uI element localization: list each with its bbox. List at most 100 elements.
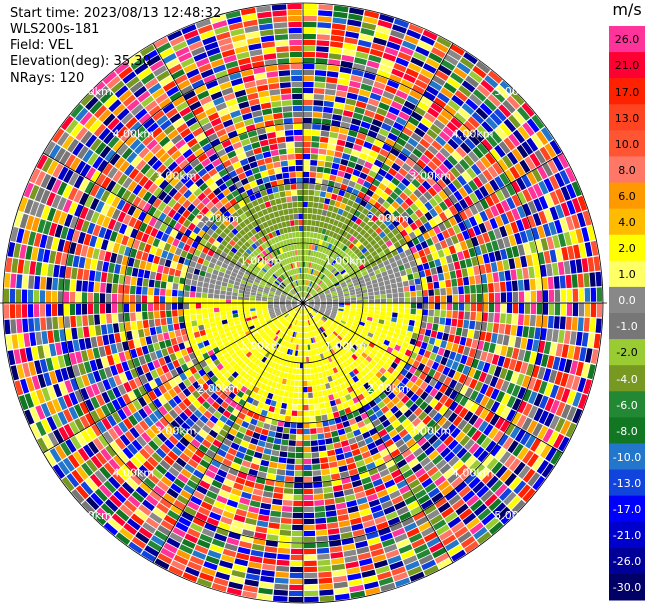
velocity-gate: [555, 204, 565, 219]
velocity-gate: [372, 243, 380, 250]
velocity-gate: [335, 315, 342, 320]
velocity-gate: [438, 222, 447, 232]
velocity-gate: [262, 310, 269, 314]
velocity-gate: [412, 84, 425, 95]
velocity-gate: [262, 558, 276, 565]
velocity-gate: [477, 173, 488, 185]
velocity-gate: [400, 201, 409, 211]
velocity-gate: [100, 190, 111, 203]
velocity-gate: [64, 154, 76, 168]
velocity-gate: [386, 311, 392, 317]
velocity-gate: [271, 342, 277, 348]
velocity-gate: [340, 281, 346, 286]
velocity-gate: [466, 426, 478, 438]
velocity-gate: [426, 359, 434, 368]
velocity-gate: [360, 563, 375, 572]
velocity-gate: [444, 511, 458, 524]
velocity-gate: [306, 314, 309, 320]
velocity-gate: [419, 327, 426, 335]
velocity-gate: [353, 333, 360, 339]
velocity-gate: [438, 211, 448, 222]
velocity-gate: [223, 379, 231, 388]
velocity-gate: [366, 531, 379, 540]
velocity-gate: [415, 378, 424, 387]
velocity-gate: [239, 377, 247, 385]
velocity-gate: [16, 228, 25, 244]
velocity-gate: [339, 526, 352, 534]
velocity-gate: [385, 511, 398, 521]
velocity-gate: [330, 313, 336, 318]
velocity-gate: [468, 414, 479, 426]
velocity-gate: [308, 303, 315, 306]
velocity-gate: [328, 273, 334, 279]
velocity-gate: [141, 233, 150, 243]
velocity-gate: [410, 308, 416, 315]
velocity-gate: [388, 383, 396, 392]
velocity-gate: [520, 362, 529, 375]
velocity-gate: [388, 35, 403, 45]
velocity-gate: [353, 534, 367, 543]
velocity-gate: [524, 303, 531, 314]
velocity-gate: [205, 469, 216, 479]
velocity-gate: [371, 321, 378, 327]
velocity-gate: [25, 377, 35, 392]
velocity-gate: [372, 179, 381, 187]
velocity-gate: [465, 356, 474, 367]
velocity-gate: [127, 402, 137, 414]
velocity-gate: [375, 341, 383, 348]
velocity-gate: [517, 126, 530, 140]
velocity-gate: [454, 243, 462, 253]
velocity-gate: [148, 279, 155, 288]
velocity-gate: [263, 312, 269, 316]
velocity-gate: [307, 296, 313, 300]
velocity-gate: [279, 359, 285, 365]
velocity-gate: [197, 257, 205, 265]
velocity-gate: [473, 446, 485, 459]
velocity-gate: [418, 472, 430, 483]
velocity-gate: [341, 318, 348, 322]
velocity-gate: [229, 325, 236, 331]
velocity-gate: [505, 281, 512, 292]
velocity-gate: [282, 433, 290, 440]
velocity-gate: [89, 359, 98, 372]
velocity-gate: [488, 498, 502, 512]
velocity-gate: [559, 316, 566, 330]
velocity-gate: [320, 457, 329, 464]
velocity-gate: [187, 528, 201, 538]
velocity-gate: [261, 305, 268, 308]
velocity-gate: [303, 3, 318, 10]
velocity-gate: [310, 337, 314, 344]
velocity-gate: [111, 303, 118, 313]
velocity-gate: [404, 522, 417, 533]
velocity-gate: [314, 299, 320, 302]
velocity-gate: [445, 171, 456, 182]
velocity-gate: [552, 356, 561, 371]
velocity-gate: [314, 316, 319, 321]
velocity-gate: [238, 342, 245, 349]
velocity-gate: [447, 182, 458, 193]
velocity-gate: [407, 566, 423, 577]
velocity-gate: [240, 283, 246, 288]
velocity-gate: [330, 168, 338, 176]
velocity-gate: [122, 214, 132, 225]
velocity-gate: [360, 318, 366, 323]
velocity-gate: [333, 581, 348, 589]
velocity-gate: [312, 124, 321, 130]
velocity-gate: [378, 337, 385, 344]
velocity-gate: [179, 437, 190, 447]
velocity-gate: [359, 33, 374, 42]
velocity-gate: [359, 558, 373, 567]
velocity-gate: [344, 247, 351, 254]
velocity-gate: [273, 589, 288, 596]
velocity-gate: [443, 208, 453, 219]
velocity-gate: [360, 121, 371, 130]
velocity-gate: [285, 304, 292, 306]
velocity-gate: [52, 209, 62, 224]
velocity-gate: [490, 262, 498, 273]
velocity-gate: [328, 394, 335, 401]
velocity-gate: [186, 237, 194, 246]
velocity-gate: [383, 117, 395, 127]
velocity-gate: [329, 266, 335, 272]
velocity-gate: [251, 356, 258, 363]
velocity-gate: [314, 298, 320, 301]
